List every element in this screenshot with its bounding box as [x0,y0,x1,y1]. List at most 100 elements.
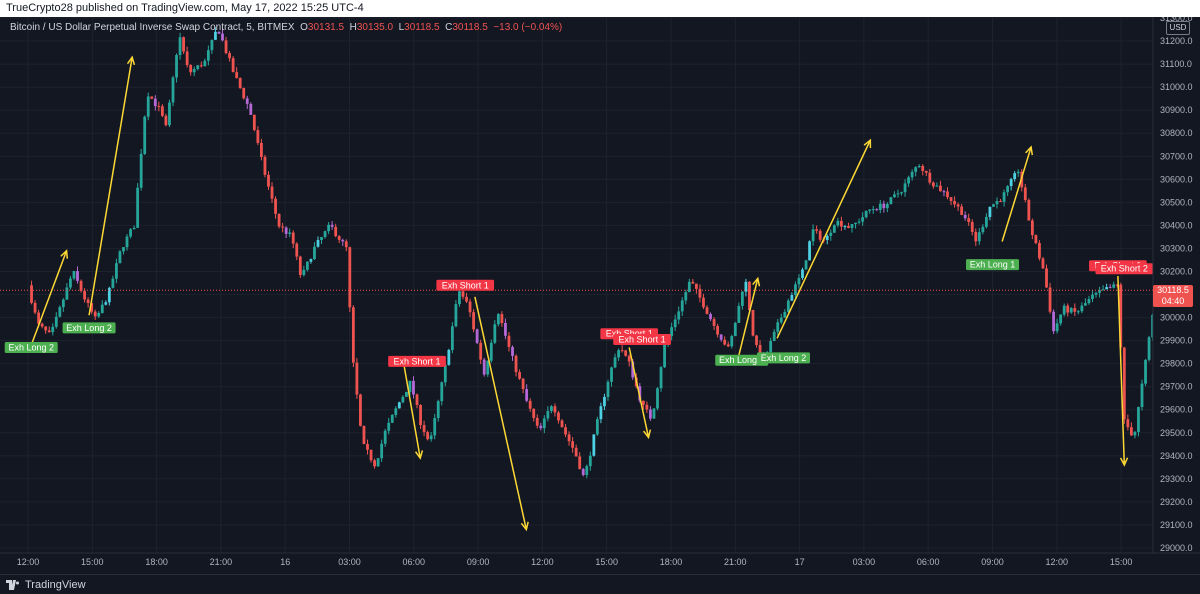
candle-body [603,396,606,407]
candle-body [542,418,546,429]
signal-label-box [715,354,769,366]
trend-arrow[interactable] [737,276,761,357]
exh-long-signal[interactable]: Exh Long 2 [62,322,116,334]
candle-body [1129,427,1133,436]
candle-body [405,391,408,397]
candle-body [493,324,497,343]
x-tick-label: 17 [795,557,805,567]
y-tick-label: 30200.0 [1160,266,1193,276]
bar-countdown: 04:40 [1161,296,1185,306]
trend-arrow[interactable] [403,365,424,460]
candle-body [288,232,292,234]
candle-body [663,344,666,368]
currency-button[interactable]: USD [1166,21,1190,35]
candle-body [712,319,716,326]
exh-long-signal[interactable]: Exh Long 1 [715,354,769,366]
candle-body [656,388,659,409]
signal-label-text: Exh Long 2 [66,323,112,333]
chart-pane[interactable]: Exh Long 2 Exh Long 2 Exh Short 1 Exh Short… [0,17,1200,574]
y-tick-label: 30000.0 [1160,313,1193,323]
candle-body [302,269,306,275]
price-chart[interactable]: Exh Long 2 Exh Long 2 Exh Short 1 Exh Short… [0,17,1200,574]
candle-body [115,263,118,279]
candle-body [875,209,879,211]
exh-short-signal[interactable]: Exh Short 1 [613,333,671,345]
candle-body [1098,290,1101,293]
candle-body [90,303,94,312]
trend-arrow[interactable] [474,296,529,532]
candle-body [829,232,833,236]
exh-short-signal[interactable]: Exh Short 1 [436,279,495,291]
candle-body [93,311,97,317]
trend-arrow-head [414,450,424,460]
x-tick-label: 21:00 [210,557,233,567]
candle-body [65,287,69,300]
trend-arrow[interactable] [88,55,136,316]
exh-short-signal[interactable]: Exh Short 2 [1095,263,1154,275]
candle-body [755,335,758,345]
candle-body [790,295,794,301]
candle-body [263,156,267,175]
candle-body [1048,287,1052,312]
candle-body [111,278,115,288]
candle-body [408,380,412,392]
trend-arrow-shaft [1117,276,1126,466]
x-tick-label: 12:00 [531,557,554,567]
exh-long-signal[interactable]: Exh Long 2 [757,352,811,364]
candle-body [291,232,295,244]
candle-body [514,355,518,373]
trend-arrow[interactable] [776,138,872,339]
candle-body [390,414,394,423]
trend-arrow-shaft [1001,146,1032,242]
candle-body [309,259,313,262]
candle-body [245,98,249,104]
candle-body [557,412,560,421]
candle-body [175,54,178,78]
x-tick-label: 06:00 [403,557,426,567]
trend-arrow[interactable] [628,347,652,440]
candle-body [118,251,122,264]
signal-label-text: Exh Short 2 [1101,264,1148,274]
candle-body [504,322,507,336]
x-tick-label: 09:00 [467,557,490,567]
candle-body [86,299,90,304]
candle-body [196,65,200,69]
candle-body [369,449,373,461]
y-tick-label: 31000.0 [1160,82,1193,92]
candle-body [1122,347,1126,420]
candle-body [1030,220,1034,236]
candle-body [260,142,263,157]
candle-body [659,367,663,389]
candle-body [217,31,221,34]
last-price-value: 30118.5 [1157,285,1189,295]
candle-body [61,299,65,308]
candle-body [415,394,419,406]
y-tick-label: 30500.0 [1160,197,1193,207]
candle-body [433,418,437,436]
candle-body [221,33,224,41]
candle-body [313,246,316,260]
y-tick-label: 30300.0 [1160,243,1193,253]
exh-short-signal[interactable]: Exh Short 1 [388,355,446,367]
candle-body [680,300,684,312]
candle-body [157,106,161,108]
candle-body [359,394,362,426]
trend-arrow[interactable] [1001,145,1034,242]
candle-body [518,372,521,379]
signal-label-box [966,259,1019,271]
candle-body [1023,187,1027,200]
candle-body [772,331,776,342]
candle-body [1094,292,1098,295]
trend-arrow-shaft [88,57,133,316]
candle-body [320,237,323,241]
exh-long-signal[interactable]: Exh Long 1 [966,259,1019,271]
candle-body [613,357,617,368]
trend-arrow-shaft [628,347,650,438]
exh-long-signal[interactable]: Exh Long 2 [4,342,58,354]
trend-arrow[interactable] [1117,276,1129,467]
candle-body [429,435,433,440]
trend-arrow[interactable] [30,249,69,346]
candle-body [104,302,108,305]
candle-body [373,460,376,467]
candle-body [946,191,949,198]
